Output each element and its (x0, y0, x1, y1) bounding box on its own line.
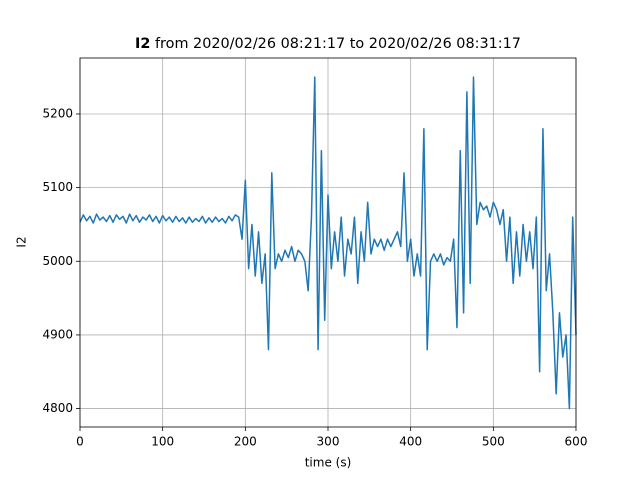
y-tick-label: 4900 (42, 327, 73, 341)
y-tick-label: 4800 (42, 401, 73, 415)
y-tick-label: 5100 (42, 180, 73, 194)
x-tick-label: 400 (399, 435, 422, 449)
x-tick-label: 100 (151, 435, 174, 449)
title-rest: from 2020/02/26 08:21:17 to 2020/02/26 0… (155, 36, 521, 52)
plot-frame (79, 57, 577, 428)
x-tick-label: 300 (317, 435, 340, 449)
chart-title: I2 from 2020/02/26 08:21:17 to 2020/02/2… (135, 36, 521, 52)
y-axis-label: I2 (15, 236, 29, 247)
y-tick-label: 5200 (42, 106, 73, 120)
x-tick-label: 500 (482, 435, 505, 449)
data-line (79, 76, 577, 410)
x-tick-label: 0 (76, 435, 84, 449)
x-tick-label: 600 (565, 435, 588, 449)
x-tick-label: 200 (234, 435, 257, 449)
title-bold: I2 (135, 36, 150, 52)
y-tick-label: 5000 (42, 254, 73, 268)
x-axis-label: time (s) (305, 456, 352, 470)
